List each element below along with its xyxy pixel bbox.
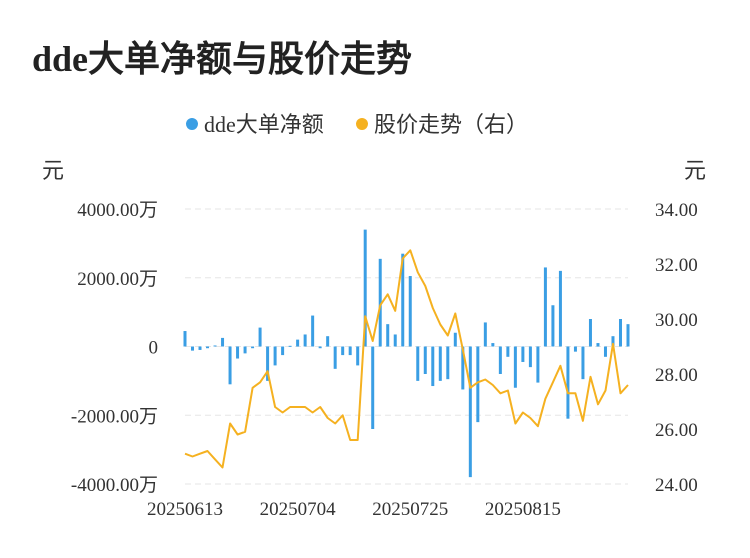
bar [536, 346, 540, 383]
bar [386, 324, 390, 347]
left-unit-label: 元 [42, 158, 64, 183]
right-tick-label: 28.00 [655, 365, 698, 386]
bar [213, 345, 217, 347]
bar [198, 346, 202, 350]
bar [483, 322, 487, 347]
x-tick-label: 20250613 [147, 499, 223, 520]
bar [296, 339, 300, 347]
right-tick-label: 26.00 [655, 420, 698, 441]
bar [603, 346, 607, 357]
bar [416, 346, 420, 381]
legend-label: 股价走势（右） [374, 112, 528, 137]
bar [281, 346, 285, 356]
bar [566, 346, 570, 419]
bar [258, 327, 262, 347]
legend-label: dde大单净额 [204, 112, 324, 137]
bar [468, 346, 472, 478]
bar [288, 345, 292, 347]
right-tick-label: 32.00 [655, 255, 698, 276]
bar [356, 346, 360, 366]
bar [573, 346, 577, 352]
bar [498, 346, 502, 374]
bar [311, 315, 315, 347]
bar [558, 270, 562, 347]
bar [393, 334, 397, 347]
bar [521, 346, 525, 362]
bar [423, 346, 427, 374]
bar [348, 346, 352, 356]
price-line [184, 249, 629, 469]
bar [221, 337, 225, 347]
left-tick-label: 4000.00万 [77, 200, 158, 221]
left-tick-label: -4000.00万 [71, 475, 158, 496]
chart-title: dde大单净额与股价走势 [32, 39, 413, 79]
bar [333, 346, 337, 369]
left-tick-label: -2000.00万 [71, 406, 158, 427]
bar [528, 346, 532, 368]
bar [446, 346, 450, 380]
bar [618, 319, 622, 347]
bar [341, 346, 345, 356]
legend-marker-dde [186, 118, 198, 130]
bar [371, 346, 375, 429]
bar [626, 324, 630, 347]
bar [191, 346, 195, 351]
x-tick-label: 20250725 [372, 499, 448, 520]
x-tick-label: 20250704 [260, 499, 337, 520]
bar [401, 253, 405, 347]
right-tick-label: 30.00 [655, 310, 698, 331]
bar [228, 346, 232, 385]
x-tick-label: 20250815 [485, 499, 561, 520]
bar [236, 346, 240, 359]
bar [461, 346, 465, 390]
bar [206, 346, 210, 349]
bar [363, 229, 367, 347]
right-tick-label: 24.00 [655, 475, 698, 496]
bar [581, 346, 585, 380]
bar [551, 305, 555, 347]
bar [513, 346, 517, 388]
bar [491, 343, 495, 347]
bar [611, 336, 615, 347]
bar [303, 334, 307, 347]
bar [243, 346, 247, 354]
bar [251, 346, 255, 349]
bar [431, 346, 435, 387]
bar [596, 343, 600, 347]
bar [183, 331, 187, 347]
left-tick-label: 0 [149, 338, 159, 359]
bar [378, 258, 382, 347]
bar [408, 276, 412, 347]
right-tick-label: 34.00 [655, 200, 698, 221]
bar [453, 332, 457, 347]
bar [476, 346, 480, 423]
bar [318, 346, 322, 349]
bar [588, 319, 592, 347]
right-unit-label: 元 [684, 158, 706, 183]
bar [326, 336, 330, 347]
legend-marker-price [356, 118, 368, 130]
bar [543, 267, 547, 347]
bar [273, 346, 277, 366]
left-tick-label: 2000.00万 [77, 269, 158, 290]
bar [438, 346, 442, 381]
bar [506, 346, 510, 357]
bar [266, 346, 270, 381]
